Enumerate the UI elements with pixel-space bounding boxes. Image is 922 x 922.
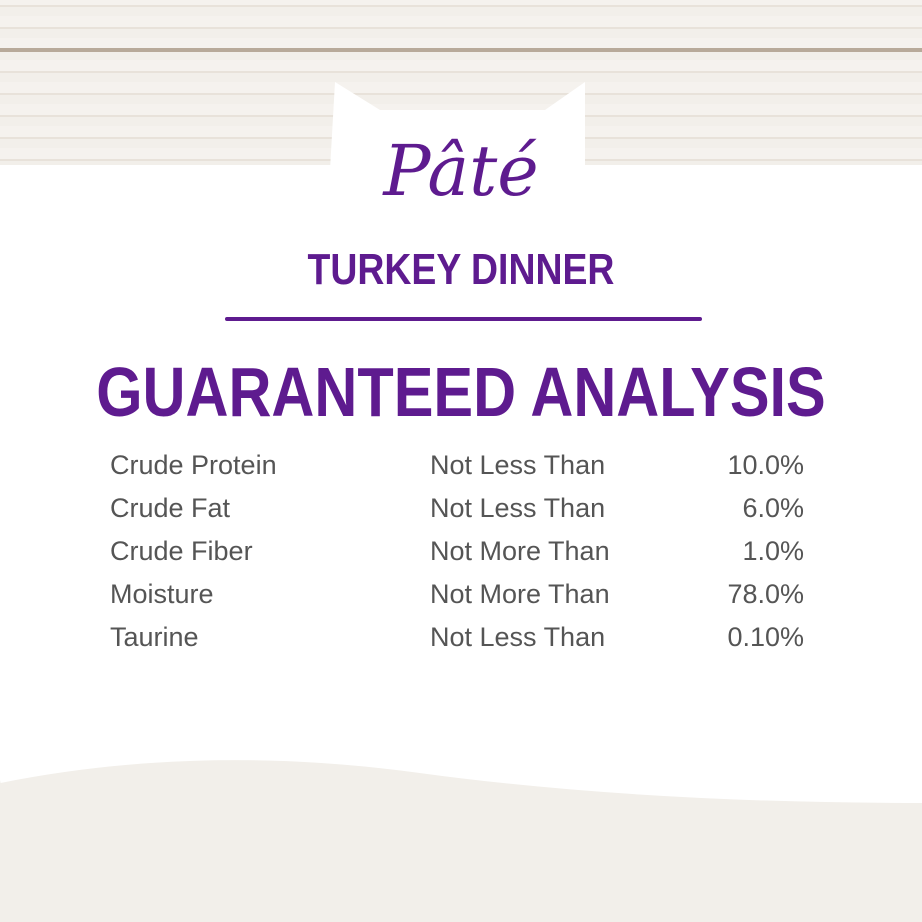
- analysis-value: 78.0%: [727, 579, 804, 609]
- analysis-heading: GUARANTEED ANALYSIS: [96, 353, 826, 431]
- divider: [225, 317, 702, 321]
- analysis-value: 6.0%: [742, 493, 804, 523]
- label-card: [0, 165, 922, 805]
- analysis-row: Moisture Not More Than 78.0%: [0, 579, 922, 621]
- analysis-qualifier: Not Less Than: [430, 493, 606, 523]
- analysis-row: Crude Fat Not Less Than 6.0%: [0, 493, 922, 535]
- analysis-value: 1.0%: [742, 536, 804, 566]
- analysis-nutrient: Crude Fat: [110, 493, 231, 523]
- analysis-qualifier: Not Less Than: [430, 622, 606, 652]
- analysis-row: Crude Protein Not Less Than 10.0%: [0, 450, 922, 492]
- analysis-value: 10.0%: [727, 450, 804, 480]
- analysis-qualifier: Not Less Than: [430, 450, 606, 480]
- product-name: TURKEY DINNER: [307, 245, 615, 294]
- brand-title: Pâté: [383, 130, 539, 212]
- analysis-qualifier: Not More Than: [430, 579, 610, 609]
- analysis-nutrient: Moisture: [110, 579, 214, 609]
- analysis-nutrient: Crude Protein: [110, 450, 277, 480]
- analysis-row: Crude Fiber Not More Than 1.0%: [0, 536, 922, 578]
- analysis-qualifier: Not More Than: [430, 536, 610, 566]
- analysis-nutrient: Taurine: [110, 622, 199, 652]
- analysis-value: 0.10%: [727, 622, 804, 652]
- analysis-row: Taurine Not Less Than 0.10%: [0, 622, 922, 664]
- analysis-nutrient: Crude Fiber: [110, 536, 253, 566]
